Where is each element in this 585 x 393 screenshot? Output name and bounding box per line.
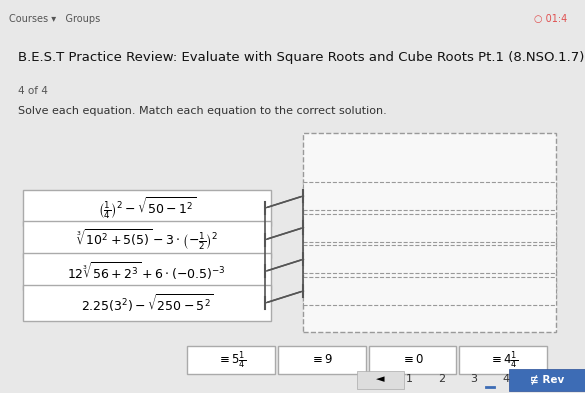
FancyBboxPatch shape [509, 369, 585, 391]
FancyBboxPatch shape [304, 132, 556, 332]
Text: $2.25(3^2)-\sqrt{250-5^2}$: $2.25(3^2)-\sqrt{250-5^2}$ [81, 292, 213, 314]
Text: ○ 01:4: ○ 01:4 [534, 14, 567, 24]
Text: $12\sqrt[3]{56+2^3}+6\cdot(-0.5)^{-3}$: $12\sqrt[3]{56+2^3}+6\cdot(-0.5)^{-3}$ [67, 261, 226, 282]
FancyBboxPatch shape [278, 346, 366, 374]
Text: 3: 3 [470, 374, 477, 384]
FancyBboxPatch shape [304, 213, 556, 242]
Text: $\sqrt[3]{10^2+5(5)}-3\cdot\left(-\frac{1}{2}\right)^2$: $\sqrt[3]{10^2+5(5)}-3\cdot\left(-\frac{… [76, 228, 218, 252]
FancyBboxPatch shape [304, 245, 556, 273]
FancyBboxPatch shape [357, 371, 404, 389]
FancyBboxPatch shape [23, 190, 270, 226]
Text: B.E.S.T Practice Review: Evaluate with Square Roots and Cube Roots Pt.1 (8.NSO.1: B.E.S.T Practice Review: Evaluate with S… [18, 51, 584, 64]
Text: $\left(\frac{1}{4}\right)^2 - \sqrt{50-1^2}$: $\left(\frac{1}{4}\right)^2 - \sqrt{50-1… [98, 195, 196, 221]
FancyBboxPatch shape [23, 222, 270, 258]
Text: 1: 1 [406, 374, 413, 384]
Text: 2: 2 [438, 374, 445, 384]
FancyBboxPatch shape [459, 346, 547, 374]
Text: Courses ▾   Groups: Courses ▾ Groups [9, 14, 100, 24]
FancyBboxPatch shape [304, 277, 556, 305]
Text: $\equiv 9$: $\equiv 9$ [310, 353, 333, 367]
Text: ◄: ◄ [376, 374, 384, 384]
Text: Solve each equation. Match each equation to the correct solution.: Solve each equation. Match each equation… [18, 106, 386, 116]
FancyBboxPatch shape [304, 182, 556, 210]
FancyBboxPatch shape [23, 285, 270, 321]
Text: 4: 4 [503, 374, 510, 384]
Text: $\equiv 5\frac{1}{4}$: $\equiv 5\frac{1}{4}$ [216, 349, 246, 371]
Text: $\equiv 4\frac{1}{4}$: $\equiv 4\frac{1}{4}$ [488, 349, 518, 371]
FancyBboxPatch shape [187, 346, 275, 374]
FancyBboxPatch shape [23, 253, 270, 290]
Text: $\equiv 0$: $\equiv 0$ [401, 353, 424, 367]
Text: ⋢ Rev: ⋢ Rev [530, 374, 564, 384]
FancyBboxPatch shape [369, 346, 456, 374]
Text: 4 of 4: 4 of 4 [18, 86, 47, 96]
